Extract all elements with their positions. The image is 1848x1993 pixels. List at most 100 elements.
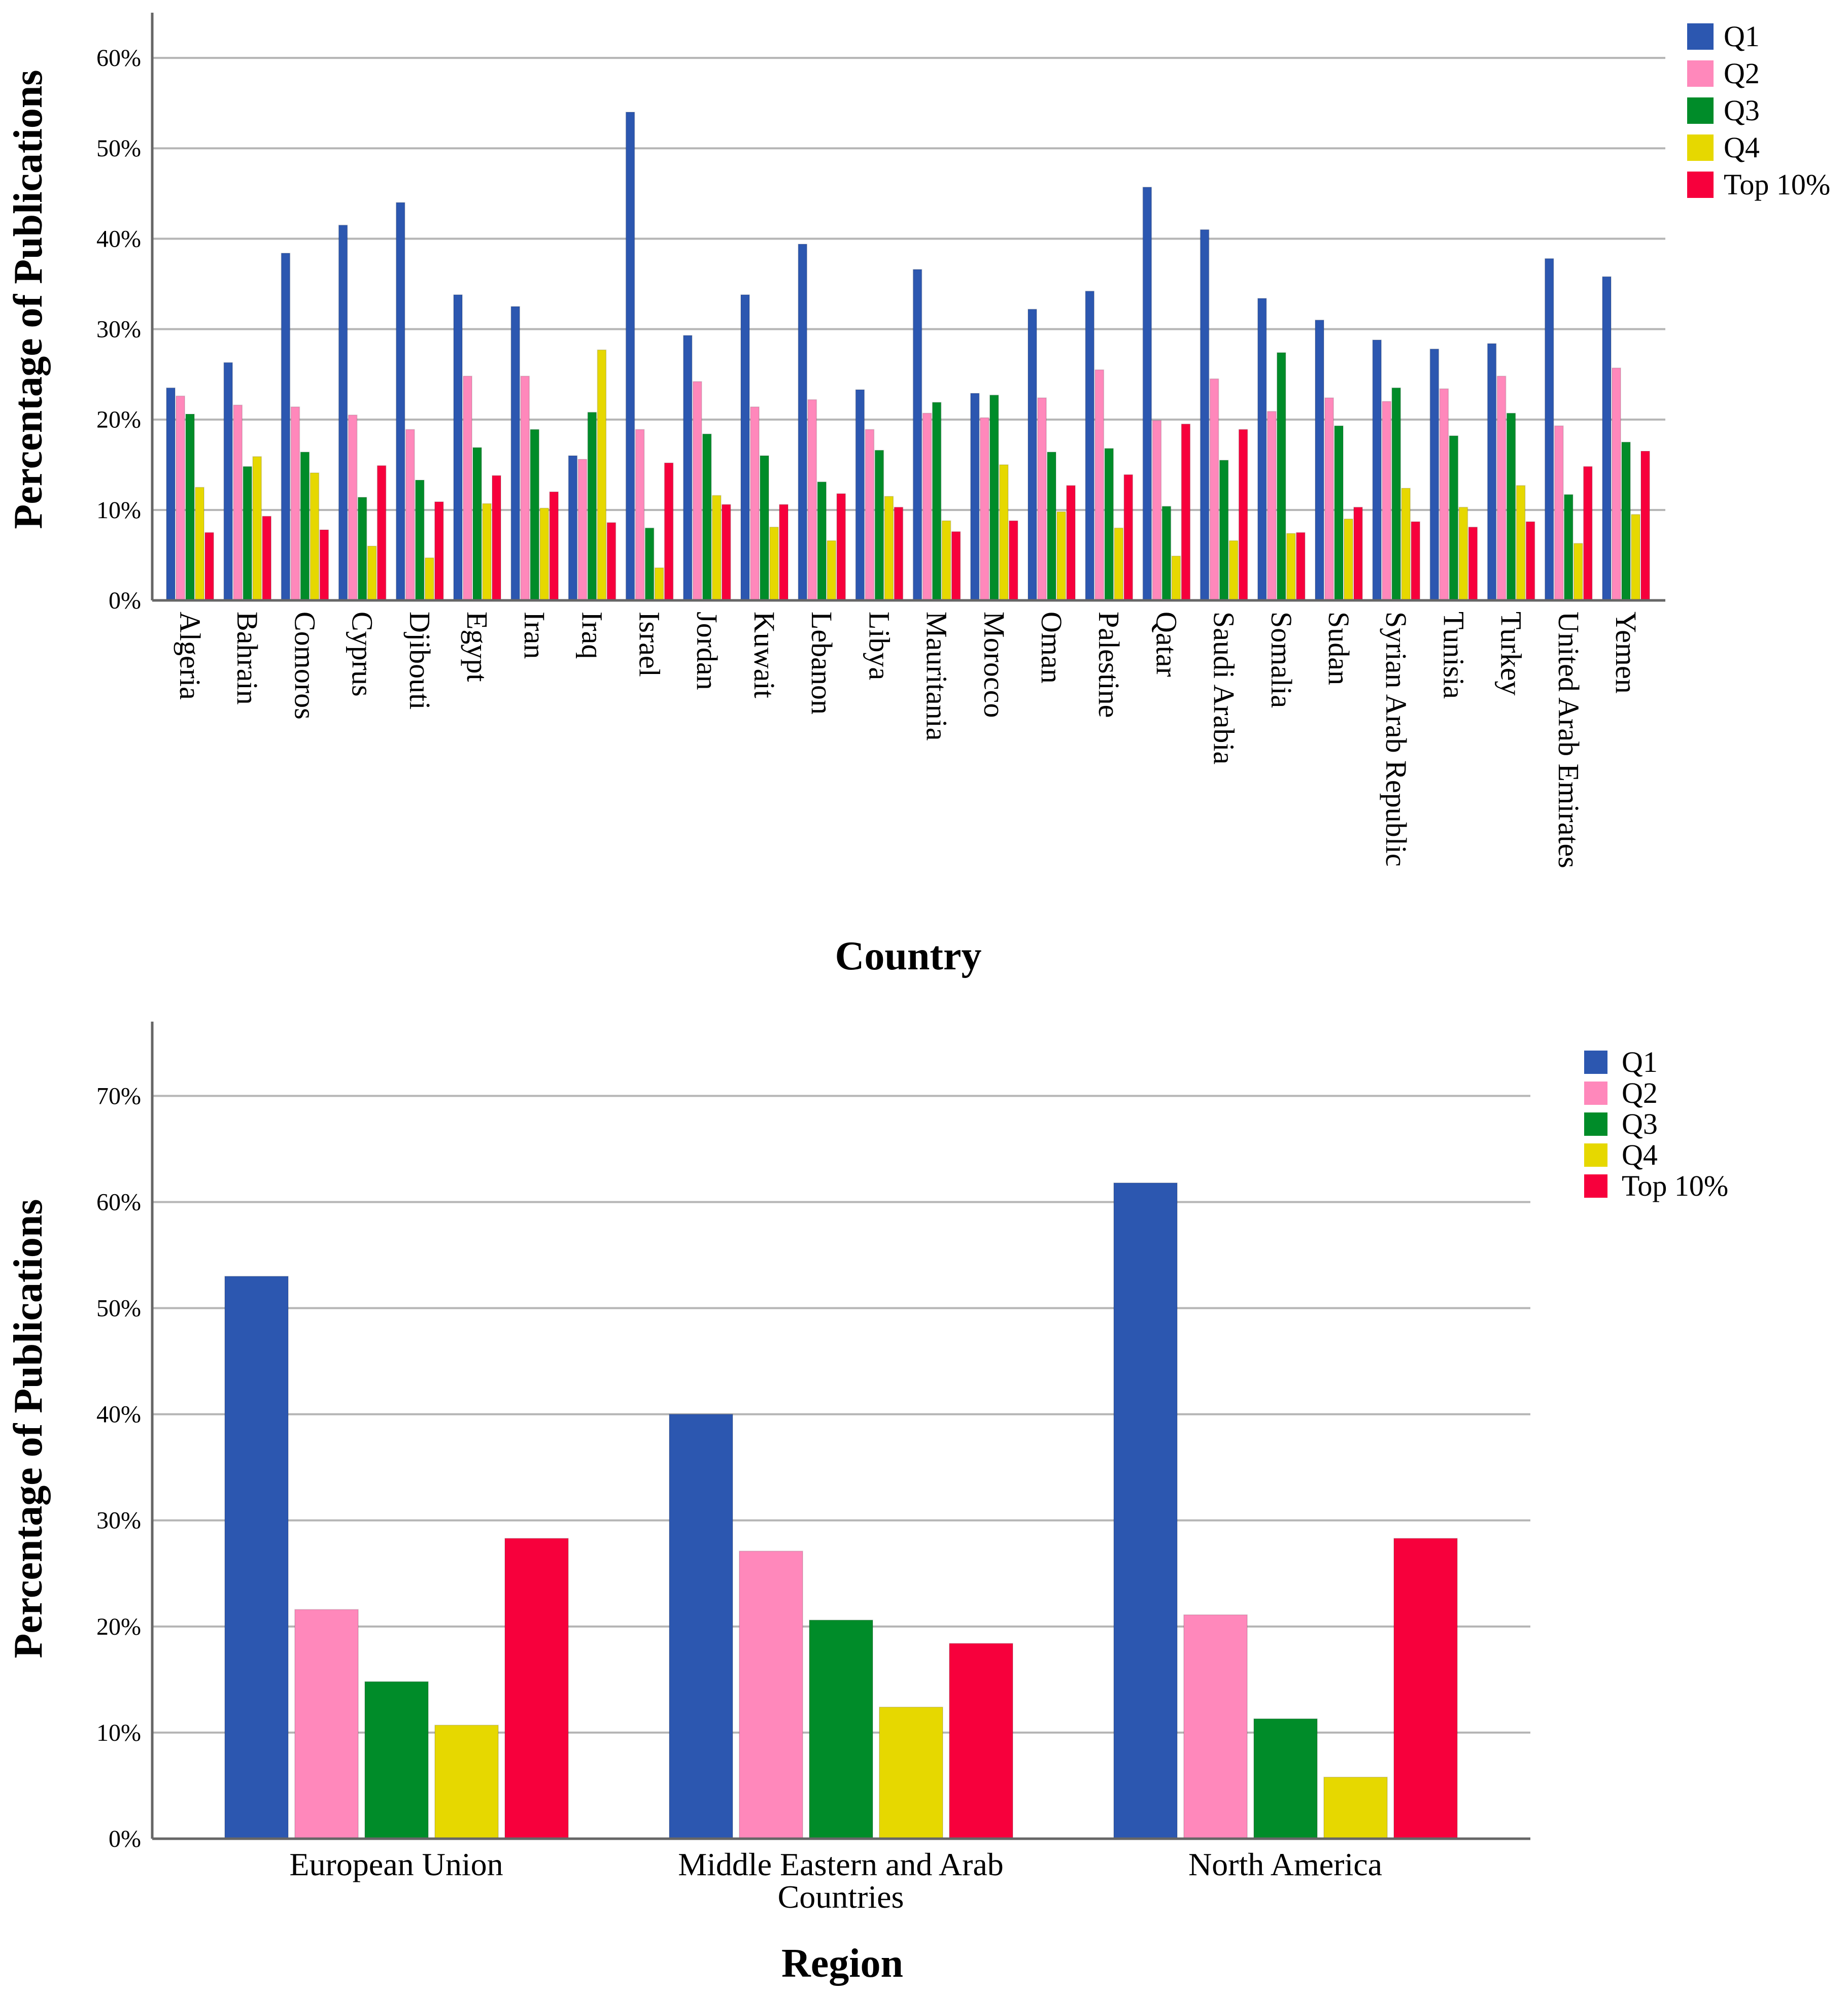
legend-swatch-q2 xyxy=(1584,1082,1607,1105)
bar-q4-libya xyxy=(884,496,894,601)
x-category-label: Cyprus xyxy=(346,612,379,697)
x-category-label: Djibouti xyxy=(403,612,436,710)
bar-q3-turkey xyxy=(1506,413,1516,601)
bar-top-10-israel xyxy=(664,462,674,601)
bar-q4-iran xyxy=(539,508,550,601)
bar-q4-sudan xyxy=(1344,518,1353,601)
bar-q4-israel xyxy=(654,567,664,601)
x-category-label: Mauritania xyxy=(920,612,953,740)
bar-q4-kuwait xyxy=(769,526,779,601)
x-category-label: Comoros xyxy=(288,612,321,720)
bar-q4-oman xyxy=(1056,511,1066,601)
bar-q4-djibouti xyxy=(424,557,434,601)
bar-top-10-iraq xyxy=(606,522,617,601)
bar-q1-djibouti xyxy=(395,202,405,601)
bar-q1-iraq xyxy=(568,455,578,601)
bar-top-10-north-america xyxy=(1393,1538,1458,1839)
bar-q1-middle-eastern-and-arab-countries xyxy=(669,1413,733,1840)
y-tick-label: 0% xyxy=(109,1826,141,1852)
bar-q2-djibouti xyxy=(405,429,415,601)
x-category-label: Algeria xyxy=(174,612,207,700)
x-category-label: Saudi Arabia xyxy=(1208,612,1241,764)
bar-q1-israel xyxy=(625,111,635,601)
bar-q3-libya xyxy=(874,450,884,601)
legend-swatch-q1 xyxy=(1687,23,1714,50)
bar-q4-cyprus xyxy=(367,546,377,601)
bar-top-10-kuwait xyxy=(779,504,789,601)
bar-q3-sudan xyxy=(1334,425,1344,601)
legend-label-q2: Q2 xyxy=(1622,1076,1658,1109)
bar-q1-united-arab-emirates xyxy=(1544,258,1554,601)
legend-label-q4: Q4 xyxy=(1622,1138,1658,1171)
bar-q3-israel xyxy=(644,527,655,601)
bar-q1-sudan xyxy=(1315,319,1324,601)
bar-q3-syrian-arab-republic xyxy=(1391,387,1401,601)
legend-label-top-10: Top 10% xyxy=(1622,1169,1728,1202)
bar-q3-iraq xyxy=(587,412,597,601)
bar-top-10-bahrain xyxy=(262,516,272,601)
bar-q2-cyprus xyxy=(348,414,358,601)
bar-q1-algeria xyxy=(166,387,176,601)
x-category-label: Bahrain xyxy=(231,612,264,705)
bar-q1-oman xyxy=(1028,309,1037,601)
bar-q3-mauritania xyxy=(932,401,942,601)
bar-q2-oman xyxy=(1037,397,1047,601)
bar-q1-egypt xyxy=(453,294,463,601)
bar-q4-north-america xyxy=(1323,1776,1388,1840)
bar-q2-israel xyxy=(635,429,645,601)
bar-q1-cyprus xyxy=(338,224,348,601)
bar-q4-iraq xyxy=(597,349,607,601)
bar-q3-somalia xyxy=(1276,352,1286,601)
bar-q1-north-america xyxy=(1113,1182,1178,1839)
bar-q3-tunisia xyxy=(1449,435,1459,601)
bar-q2-syrian-arab-republic xyxy=(1382,401,1392,601)
bar-q1-turkey xyxy=(1487,343,1497,601)
bar-q4-european-union xyxy=(434,1725,499,1839)
bar-q1-qatar xyxy=(1142,186,1152,601)
bar-q2-kuwait xyxy=(750,406,760,601)
bar-top-10-jordan xyxy=(721,504,731,601)
bar-q1-morocco xyxy=(970,393,980,601)
bar-q3-lebanon xyxy=(817,481,827,601)
legend-label-q3: Q3 xyxy=(1622,1107,1658,1140)
y-tick-label: 30% xyxy=(96,316,141,343)
x-axis-title: Country xyxy=(835,934,982,978)
legend-label-q2: Q2 xyxy=(1724,57,1760,90)
y-tick-label: 20% xyxy=(96,407,141,433)
bar-q3-algeria xyxy=(185,414,195,601)
bar-top-10-sudan xyxy=(1353,506,1363,601)
bar-top-10-somalia xyxy=(1295,532,1306,601)
y-tick-label: 50% xyxy=(96,1295,141,1322)
legend-label-q1: Q1 xyxy=(1622,1045,1658,1078)
bar-top-10-libya xyxy=(894,506,904,601)
bar-top-10-oman xyxy=(1066,485,1076,601)
bar-q1-syrian-arab-republic xyxy=(1372,339,1382,601)
legend-swatch-q3 xyxy=(1584,1112,1607,1136)
bar-q2-lebanon xyxy=(807,399,817,601)
y-tick-label: 40% xyxy=(96,1401,141,1428)
bar-q4-turkey xyxy=(1516,485,1526,601)
legend-label-q4: Q4 xyxy=(1724,131,1760,164)
bar-q3-north-america xyxy=(1253,1718,1318,1840)
bar-q3-saudi-arabia xyxy=(1219,459,1229,601)
bar-top-10-middle-eastern-and-arab-countries xyxy=(949,1643,1013,1839)
bar-top-10-morocco xyxy=(1008,520,1018,601)
bar-q3-djibouti xyxy=(415,480,425,601)
bar-q2-morocco xyxy=(979,417,989,601)
bar-q1-jordan xyxy=(682,335,693,601)
x-category-label: Palestine xyxy=(1092,612,1125,718)
bar-q2-comoros xyxy=(290,406,300,601)
x-category-label: Oman xyxy=(1035,612,1068,684)
bar-top-10-lebanon xyxy=(836,493,846,601)
legend-swatch-top-10 xyxy=(1687,172,1714,198)
bar-q4-morocco xyxy=(999,464,1009,601)
x-category-label: Kuwait xyxy=(748,612,781,698)
bar-q3-oman xyxy=(1047,451,1056,601)
x-category-label: Yemen xyxy=(1610,612,1642,694)
bar-q4-palestine xyxy=(1114,527,1124,601)
legend-label-q1: Q1 xyxy=(1724,20,1760,53)
bar-q4-egypt xyxy=(482,503,492,601)
